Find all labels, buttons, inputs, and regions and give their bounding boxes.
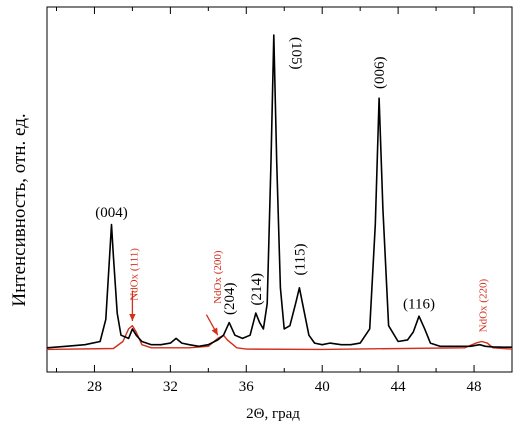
- x-axis-title: 2Θ, град: [246, 406, 300, 422]
- x-tick-label: 48: [467, 379, 482, 395]
- peak-label: (204): [222, 282, 238, 315]
- series-group-sample: [46, 34, 512, 349]
- plot-frame: [46, 6, 513, 373]
- x-tick-label: 36: [239, 379, 255, 395]
- phase-label: NdOx (220): [478, 279, 490, 333]
- peak-annotations: (004) (105) (115) (214) (204) (006) (116) NdOx …: [95, 37, 489, 332]
- peak-label: (214): [249, 273, 265, 306]
- arrow-head: [129, 313, 136, 321]
- y-axis-title: Интенсивность, отн. ед.: [9, 113, 30, 306]
- annotation-arrows: [129, 290, 219, 336]
- x-tick-label: 28: [87, 379, 102, 395]
- phase-label: NdOx (111): [128, 248, 140, 301]
- phase-label: NdOx (200): [212, 250, 224, 304]
- x-axis-ticks: 28 32 36 40 44 48: [55, 7, 513, 395]
- x-tick-label: 44: [391, 379, 407, 395]
- x-tick-label: 40: [315, 379, 330, 395]
- peak-label: (115): [292, 244, 308, 276]
- plot-area: 28 32 36 40 44 48 (004)(105)(115)(214)(204)(0…: [46, 6, 513, 395]
- peak-label: (004): [95, 205, 128, 221]
- peak-label: (105): [288, 37, 304, 70]
- peak-label: (006): [372, 57, 388, 90]
- peak-label: (116): [403, 297, 435, 313]
- x-tick-label: 32: [163, 379, 178, 395]
- series-line-sample: [46, 34, 512, 349]
- arrow-head: [211, 327, 218, 336]
